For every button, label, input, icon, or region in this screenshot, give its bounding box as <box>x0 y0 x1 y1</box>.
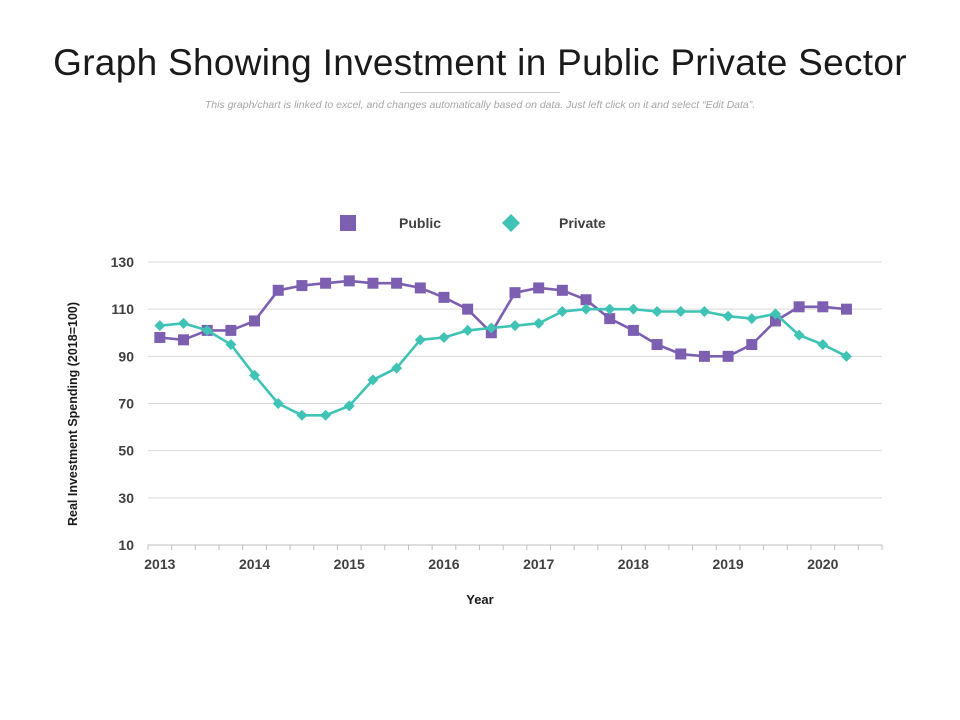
data-point-public <box>509 287 521 299</box>
x-axis: 2013 2014 2015 2016 2017 2018 2019 2020 <box>144 544 883 572</box>
data-point-public <box>320 277 332 289</box>
data-point-private <box>343 400 355 412</box>
data-point-private <box>722 310 734 322</box>
data-point-private <box>604 303 616 315</box>
y-tick-label: 10 <box>118 537 134 553</box>
data-point-private <box>698 306 710 318</box>
x-tick-label: 2015 <box>334 556 365 572</box>
data-point-private <box>675 306 687 318</box>
grid-lines <box>148 261 882 499</box>
y-axis-ticks: 10 30 50 70 90 110 130 <box>111 254 135 553</box>
data-point-public <box>391 277 403 289</box>
data-point-public <box>154 331 166 343</box>
data-point-private <box>817 339 829 351</box>
data-point-public <box>414 282 426 294</box>
y-tick-label: 110 <box>111 301 134 317</box>
data-point-private <box>249 369 261 381</box>
series-private <box>154 303 852 421</box>
data-point-public <box>698 350 710 362</box>
data-point-public <box>225 324 237 336</box>
x-tick-label: 2020 <box>807 556 838 572</box>
data-point-public <box>249 315 261 327</box>
data-point-private <box>580 303 592 315</box>
data-point-private <box>840 350 852 362</box>
data-point-private <box>391 362 403 374</box>
data-point-public <box>817 301 829 313</box>
series-line-private <box>159 307 848 417</box>
y-tick-label: 70 <box>118 396 134 412</box>
data-point-private <box>201 324 213 336</box>
legend: Public Private <box>340 214 606 232</box>
data-point-public <box>627 324 639 336</box>
data-point-public <box>651 339 663 351</box>
data-point-private <box>793 329 805 341</box>
x-axis-title: Year <box>466 592 493 607</box>
data-point-public <box>296 280 308 292</box>
data-point-public <box>604 313 616 325</box>
x-tick-label: 2014 <box>239 556 270 572</box>
data-point-public <box>722 350 734 362</box>
data-point-public <box>746 339 758 351</box>
y-axis-title: Real Investment Spending (2018=100) <box>66 302 80 526</box>
data-point-public <box>438 291 450 303</box>
data-point-public <box>556 284 568 296</box>
data-point-public <box>272 284 284 296</box>
page-title: Graph Showing Investment in Public Priva… <box>53 42 907 83</box>
data-point-private <box>438 331 450 343</box>
data-point-private <box>746 313 758 325</box>
data-point-private <box>651 306 663 318</box>
data-point-private <box>556 306 568 318</box>
data-point-public <box>675 348 687 360</box>
data-point-public <box>840 303 852 315</box>
data-point-private <box>154 320 166 332</box>
data-point-public <box>580 294 592 306</box>
data-point-public <box>178 334 190 346</box>
title-divider <box>400 92 560 93</box>
data-point-private <box>320 409 332 421</box>
data-point-public <box>769 315 781 327</box>
x-tick-label: 2019 <box>713 556 744 572</box>
y-tick-label: 90 <box>118 348 134 364</box>
data-point-public <box>533 282 545 294</box>
data-point-private <box>272 398 284 409</box>
data-point-private <box>533 317 545 329</box>
data-point-private <box>367 374 379 386</box>
legend-public-marker <box>340 215 356 231</box>
data-point-private <box>485 322 497 334</box>
y-tick-label: 50 <box>118 443 134 459</box>
data-point-public <box>367 277 379 289</box>
legend-public-label: Public <box>399 215 441 231</box>
series-group <box>154 275 852 421</box>
x-tick-label: 2017 <box>523 556 554 572</box>
data-point-private <box>414 334 426 346</box>
data-point-private <box>296 409 308 421</box>
data-point-private <box>462 324 474 336</box>
legend-private-label: Private <box>559 215 606 231</box>
x-tick-label: 2016 <box>428 556 459 572</box>
x-tick-label: 2018 <box>618 556 649 572</box>
data-point-public <box>462 303 474 315</box>
x-tick-label: 2013 <box>144 556 175 572</box>
data-point-public <box>793 301 805 313</box>
data-point-private <box>225 339 237 351</box>
page-subtitle: This graph/chart is linked to excel, and… <box>204 99 756 111</box>
y-tick-label: 30 <box>118 490 134 506</box>
data-point-private <box>178 317 190 329</box>
legend-private-marker <box>502 214 520 232</box>
data-point-private <box>769 308 781 320</box>
data-point-private <box>509 320 521 332</box>
data-point-private <box>627 303 639 315</box>
y-tick-label: 130 <box>111 254 135 270</box>
data-point-public <box>343 275 355 287</box>
